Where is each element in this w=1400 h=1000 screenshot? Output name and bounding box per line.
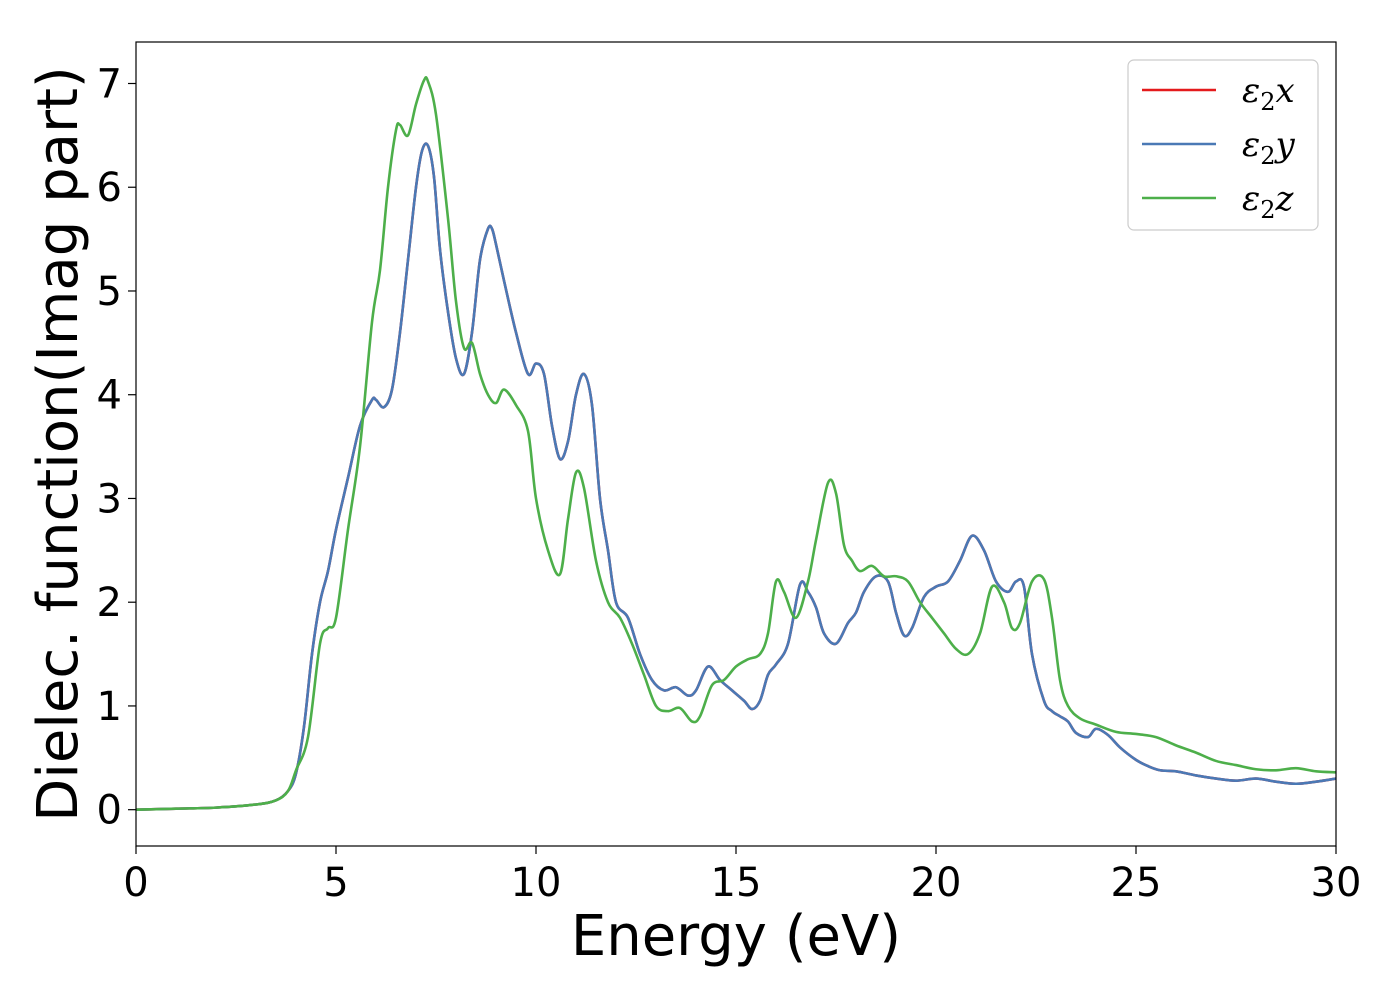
x-axis-label: Energy (eV) [571, 904, 901, 969]
x-tick-label: 25 [1111, 860, 1162, 906]
y-tick-label: 5 [97, 269, 122, 315]
legend: ε2x ε2y ε2z [1127, 59, 1319, 231]
legend-label-z: ε2z [1242, 179, 1295, 224]
series-layer [136, 76, 1336, 811]
legend-label-x: ε2x [1242, 71, 1295, 116]
legend-box [1127, 59, 1319, 231]
y-tick-label: 6 [97, 165, 122, 211]
y-tick-label: 4 [97, 373, 122, 419]
series-line-y [136, 142, 1336, 811]
x-tick-label: 30 [1311, 860, 1362, 906]
legend-label-y: ε2y [1242, 125, 1296, 170]
y-tick-label: 2 [97, 580, 122, 626]
series-line-z [136, 76, 1336, 811]
x-tick-label: 5 [323, 860, 348, 906]
x-axis-ticks: 0 5 10 15 20 25 30 [123, 846, 1361, 906]
x-tick-label: 20 [911, 860, 962, 906]
y-tick-label: 7 [97, 61, 122, 107]
y-axis-ticks: 0 1 2 3 4 5 6 7 [97, 61, 136, 834]
x-tick-label: 0 [123, 860, 148, 906]
y-tick-label: 0 [97, 788, 122, 834]
x-tick-label: 15 [711, 860, 762, 906]
x-tick-label: 10 [511, 860, 562, 906]
y-tick-label: 3 [97, 476, 122, 522]
y-tick-label: 1 [97, 684, 122, 730]
y-axis-label: Dielec. function(Imag part) [26, 66, 91, 822]
